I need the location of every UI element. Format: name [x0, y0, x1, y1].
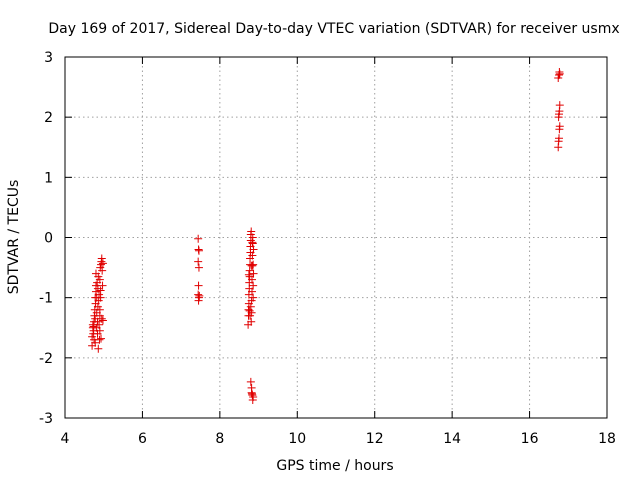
- chart-title: Day 169 of 2017, Sidereal Day-to-day VTE…: [48, 21, 619, 37]
- x-tick-label: 18: [598, 431, 616, 447]
- data-point: [91, 338, 100, 347]
- x-tick-label: 8: [215, 431, 224, 447]
- data-point: [96, 286, 105, 295]
- data-point: [247, 261, 256, 270]
- x-tick-label: 4: [61, 431, 70, 447]
- x-tick-label: 14: [443, 431, 461, 447]
- data-point: [249, 269, 258, 278]
- data-point: [246, 302, 255, 311]
- data-point: [95, 335, 104, 344]
- data-point: [97, 334, 106, 343]
- data-point: [248, 238, 257, 247]
- data-point: [194, 263, 203, 272]
- data-point: [91, 293, 100, 302]
- data-point: [555, 69, 564, 78]
- data-point: [248, 251, 257, 260]
- data-point: [247, 227, 256, 236]
- data-point: [194, 257, 203, 266]
- y-tick-label: 2: [44, 110, 53, 126]
- data-point: [95, 275, 104, 284]
- data-point: [249, 260, 258, 269]
- x-tick-label: 10: [288, 431, 306, 447]
- data-point: [246, 377, 255, 386]
- data-point: [249, 293, 258, 302]
- data-point: [247, 275, 256, 284]
- y-tick-label: -1: [39, 291, 53, 307]
- data-point: [554, 134, 563, 143]
- data-point: [194, 234, 203, 243]
- grid: [65, 57, 607, 418]
- y-axis-tick-labels: -3 -2 -1 0 1 2 3: [39, 50, 53, 427]
- data-point: [195, 291, 204, 300]
- y-tick-label: -2: [39, 351, 53, 367]
- data-point: [249, 281, 258, 290]
- data-point: [98, 266, 107, 275]
- data-point: [194, 246, 203, 255]
- x-axis-label: GPS time / hours: [276, 458, 393, 474]
- data-point: [98, 281, 107, 290]
- data-point: [89, 322, 98, 331]
- data-point: [247, 388, 256, 397]
- data-point: [95, 326, 104, 335]
- data-point: [244, 270, 253, 279]
- data-point: [194, 281, 203, 290]
- x-tick-label: 6: [138, 431, 147, 447]
- data-point: [555, 122, 564, 131]
- data-point: [97, 254, 106, 263]
- data-point: [95, 305, 104, 314]
- data-point: [94, 344, 103, 353]
- data-point: [95, 320, 104, 329]
- data-point: [194, 296, 203, 305]
- y-tick-label: 0: [44, 231, 53, 247]
- x-tick-label: 12: [366, 431, 384, 447]
- data-point: [98, 316, 107, 325]
- data-point: [248, 395, 257, 404]
- axis-ticks: [64, 56, 608, 419]
- y-tick-label: 3: [44, 50, 53, 66]
- data-point: [98, 259, 107, 268]
- data-point: [247, 317, 256, 326]
- y-tick-label: -3: [39, 411, 53, 427]
- y-axis-label: SDTVAR / TECUs: [6, 180, 22, 295]
- data-point: [555, 101, 564, 110]
- data-points: [88, 68, 564, 404]
- x-tick-label: 16: [521, 431, 539, 447]
- data-point: [97, 314, 106, 323]
- data-point: [247, 287, 256, 296]
- data-point: [245, 306, 254, 315]
- y-tick-label: 1: [44, 170, 53, 186]
- x-axis-tick-labels: 4 6 8 10 12 14 16 18: [61, 431, 616, 447]
- data-point: [249, 245, 258, 254]
